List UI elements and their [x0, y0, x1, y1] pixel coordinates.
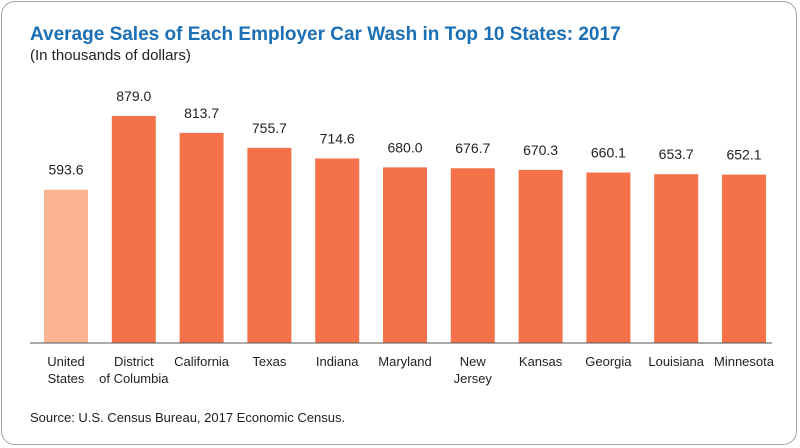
category-label: States [48, 371, 85, 386]
bar [247, 147, 292, 343]
bar-value-label: 670.3 [523, 142, 558, 158]
bar-value-label: 755.7 [252, 120, 287, 136]
category-label: California [174, 354, 230, 369]
bar [179, 132, 224, 343]
bar-value-label: 593.6 [48, 162, 83, 178]
bar [44, 189, 88, 343]
bar [450, 168, 495, 343]
chart-subtitle: (In thousands of dollars) [30, 47, 191, 64]
category-label: Georgia [585, 354, 632, 369]
value-labels-group: 593.6 879.0 813.7 755.7 714.6 680.0 676.7 670.3… [48, 88, 761, 178]
bar-value-label: 813.7 [184, 105, 219, 121]
source-note: Source: U.S. Census Bureau, 2017 Economi… [30, 410, 346, 425]
category-label: United [47, 354, 85, 369]
chart-title: Average Sales of Each Employer Car Wash … [30, 24, 621, 45]
bar [654, 174, 699, 343]
category-label: Minnesota [714, 354, 775, 369]
category-label: Jersey [454, 371, 493, 386]
category-label: New [460, 354, 487, 369]
category-label: Texas [252, 354, 286, 369]
bars-group [44, 116, 766, 343]
bar-value-label: 676.7 [455, 140, 490, 156]
bar [586, 172, 631, 343]
category-label: of Columbia [99, 371, 169, 386]
bar-value-label: 652.1 [726, 147, 761, 163]
bar-value-label: 653.7 [659, 146, 694, 162]
bar [111, 116, 156, 343]
bar [383, 167, 427, 343]
bar [722, 174, 766, 343]
bar-value-label: 714.6 [320, 130, 355, 146]
category-label: Maryland [378, 354, 431, 369]
bar [518, 169, 563, 343]
category-labels-group: United States District of Columbia Californi… [47, 354, 775, 386]
category-label: District [114, 354, 154, 369]
bar-value-label: 879.0 [116, 88, 151, 104]
category-label: Kansas [519, 354, 563, 369]
bar-value-label: 660.1 [591, 145, 626, 161]
bar-value-label: 680.0 [387, 139, 422, 155]
category-label: Indiana [316, 354, 359, 369]
category-label: Louisiana [648, 354, 704, 369]
bar [315, 158, 360, 343]
